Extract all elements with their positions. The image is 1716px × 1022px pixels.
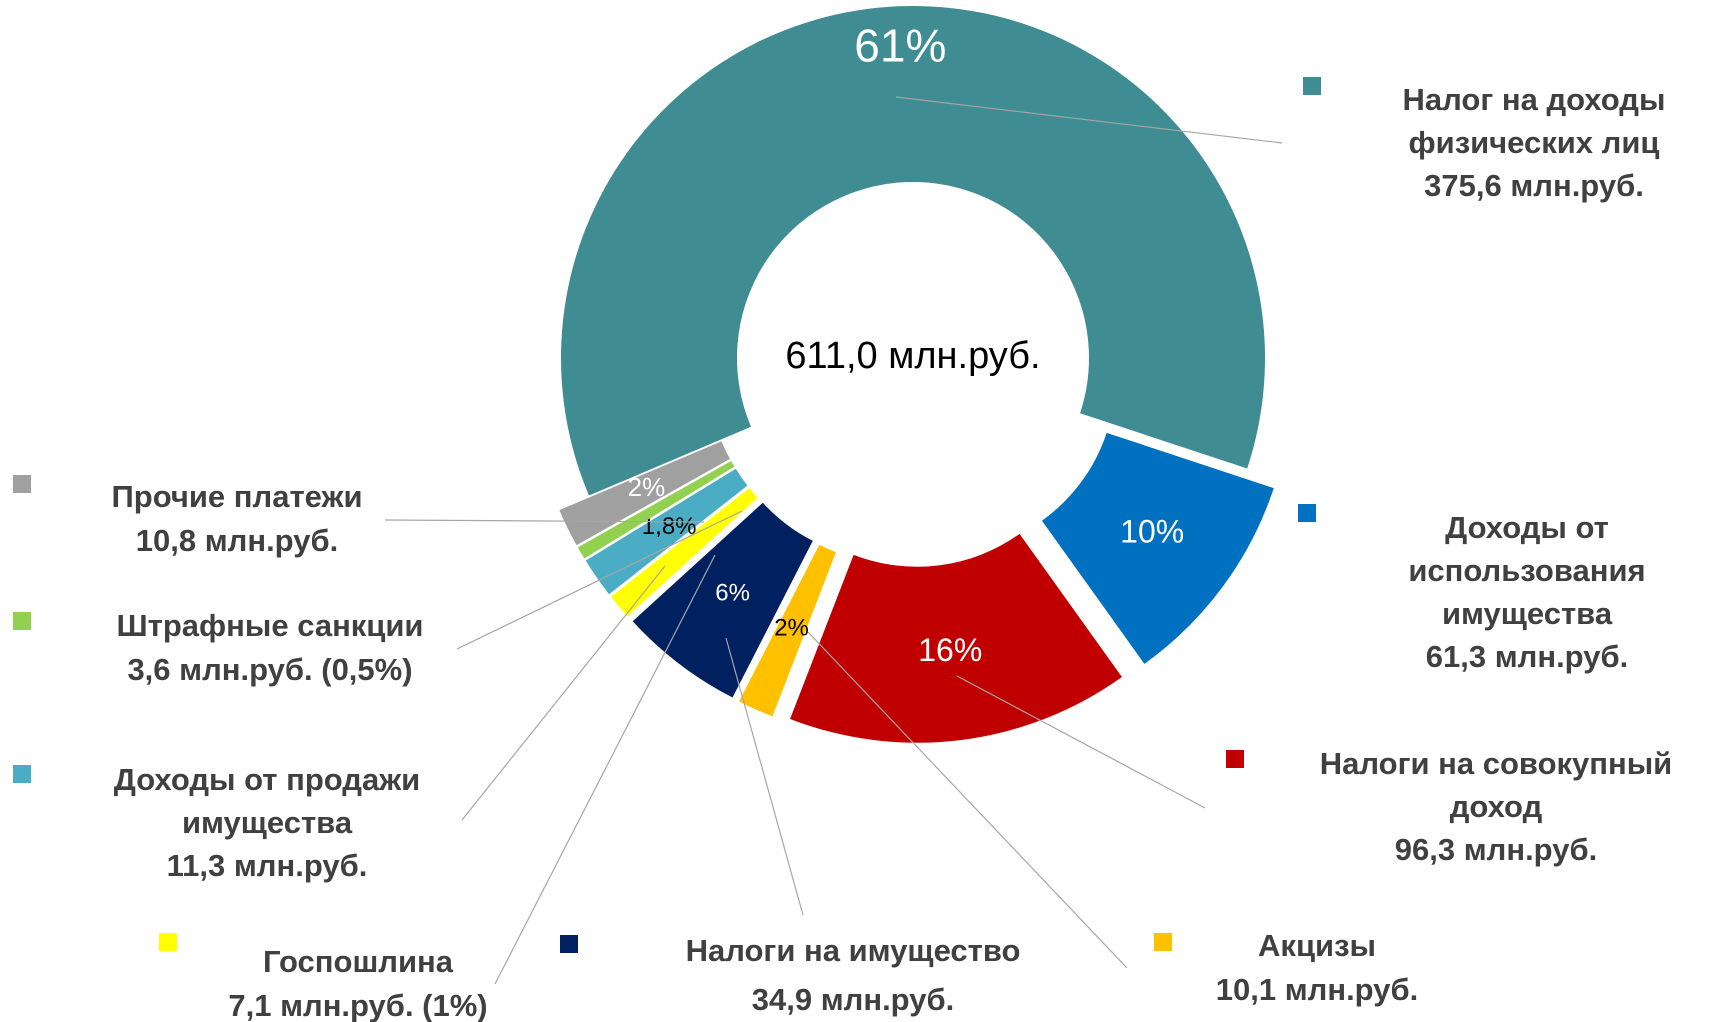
donut-slice: [561, 5, 1265, 496]
slice-label: 16%: [918, 632, 982, 668]
donut-slice: [632, 502, 813, 698]
leader-line: [725, 637, 804, 916]
donut-slice: [1041, 432, 1274, 664]
legend-label: 61,3 млн.руб.: [1426, 639, 1628, 674]
donut-slice: [559, 441, 730, 546]
legend-label: доход: [1450, 789, 1543, 824]
leader-line: [384, 519, 705, 523]
legend-label: Налоги на совокупный: [1320, 746, 1673, 781]
legend-label: 7,1 млн.руб. (1%): [228, 988, 487, 1022]
legend-label: 10,1 млн.руб.: [1216, 972, 1418, 1007]
slice-label: 61%: [854, 19, 946, 71]
slice-label: 10%: [1120, 514, 1184, 550]
legend-marker: [13, 765, 31, 783]
legend-label: имущества: [1442, 596, 1613, 631]
legend-marker: [159, 933, 177, 951]
donut-slice: [577, 461, 735, 559]
leader-line: [461, 565, 666, 821]
legend-label: Акцизы: [1258, 928, 1376, 963]
slice-label: 2%: [628, 472, 666, 502]
legend-label: 10,8 млн.руб.: [136, 523, 338, 558]
legend-label: 375,6 млн.руб.: [1424, 168, 1644, 203]
legend-marker: [1226, 750, 1244, 768]
leader-line: [807, 631, 1128, 969]
legend-marker: [560, 935, 578, 953]
legend-marker: [13, 475, 31, 493]
legend-marker: [1303, 77, 1321, 95]
slice-label: 2%: [774, 614, 809, 641]
legend-label: 3,6 млн.руб. (0,5%): [127, 652, 412, 687]
legend-label: использования: [1408, 553, 1645, 588]
legend-label: физических лиц: [1409, 125, 1660, 160]
legend-label: Налоги на имущество: [686, 933, 1021, 968]
legend-label: Доходы от продажи: [114, 762, 421, 797]
legend-label: Налог на доходы: [1403, 82, 1666, 117]
legend-label: Доходы от: [1445, 510, 1609, 545]
donut-slice: [790, 533, 1122, 743]
legend-label: имущества: [182, 805, 353, 840]
center-label: 611,0 млн.руб.: [785, 335, 1040, 377]
legend-label: 34,9 млн.руб.: [752, 982, 954, 1017]
donut-slice: [739, 544, 836, 717]
slice-label: 6%: [715, 579, 750, 606]
leader-line: [895, 96, 1283, 144]
legend-marker: [1298, 504, 1316, 522]
leader-line: [456, 510, 743, 650]
legend-marker: [13, 612, 31, 630]
legend-label: 11,3 млн.руб.: [167, 848, 368, 883]
legend-label: Прочие платежи: [112, 479, 363, 514]
donut-slice: [610, 488, 758, 617]
legend-label: Штрафные санкции: [117, 608, 424, 643]
legend-marker: [1154, 933, 1172, 951]
donut-slice: [585, 468, 748, 595]
legend-label: Госпошлина: [263, 944, 454, 979]
legend-label: 96,3 млн.руб.: [1395, 832, 1597, 867]
leader-line: [494, 554, 716, 985]
leader-line: [956, 675, 1206, 809]
